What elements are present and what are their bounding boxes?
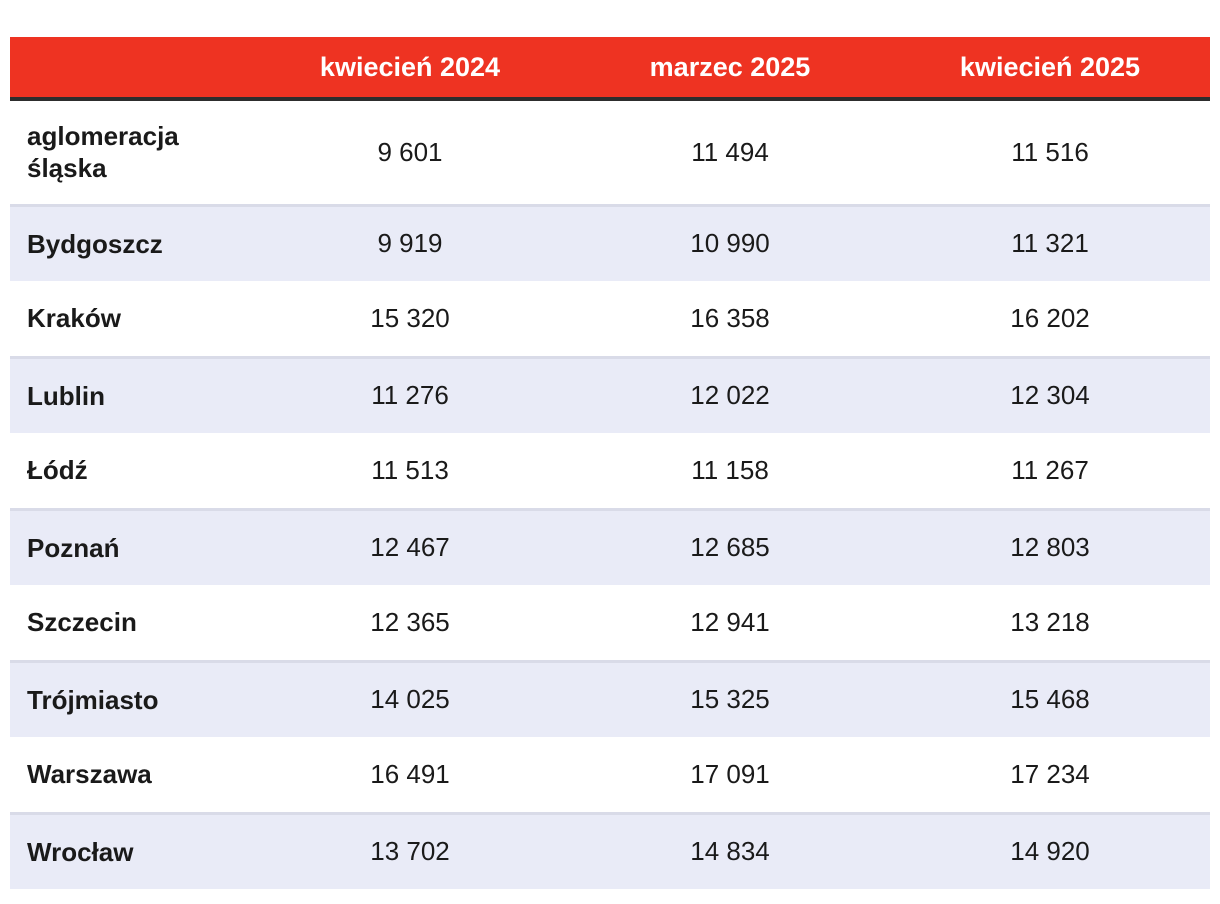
price-cell: 12 365	[370, 606, 450, 637]
table-row: aglomeracja śląska 9 601 11 494 11 516	[10, 99, 1210, 205]
price-cell: 16 202	[1010, 302, 1090, 333]
price-comparison-table: kwiecień 2024 marzec 2025 kwiecień 2025 …	[10, 37, 1210, 889]
price-cell: 12 304	[1010, 380, 1090, 411]
price-cell: 12 467	[370, 532, 450, 563]
table-row: Wrocław 13 702 14 834 14 920	[10, 813, 1210, 889]
price-cell: 13 702	[370, 836, 450, 867]
price-cell: 13 218	[1010, 606, 1090, 637]
price-cell: 14 834	[690, 836, 770, 867]
price-cell: 12 803	[1010, 532, 1090, 563]
price-cell: 9 919	[377, 228, 443, 259]
price-cell: 11 276	[371, 380, 449, 411]
table-row: Poznań 12 467 12 685 12 803	[10, 509, 1210, 585]
row-label: Poznań	[27, 532, 120, 563]
price-cell: 12 941	[690, 606, 770, 637]
table-row: Trójmiasto 14 025 15 325 15 468	[10, 661, 1210, 737]
table-row: Kraków 15 320 16 358 16 202	[10, 281, 1210, 357]
price-cell: 17 091	[690, 758, 770, 789]
price-cell: 16 358	[690, 302, 770, 333]
price-cell: 12 685	[690, 532, 770, 563]
column-header-marzec-2025: marzec 2025	[570, 37, 890, 101]
price-cell: 11 267	[1011, 454, 1089, 485]
price-cell: 11 516	[1011, 136, 1089, 167]
price-cell: 11 158	[691, 454, 769, 485]
price-cell: 16 491	[370, 758, 450, 789]
row-label: Kraków	[27, 303, 121, 333]
row-label: Trójmiasto	[27, 684, 159, 715]
price-cell: 11 494	[691, 136, 769, 167]
table-row: Łódź 11 513 11 158 11 267	[10, 433, 1210, 509]
price-cell: 14 920	[1010, 836, 1090, 867]
price-cell: 12 022	[690, 380, 770, 411]
row-label: Warszawa	[27, 759, 152, 789]
table-row: Bydgoszcz 9 919 10 990 11 321	[10, 205, 1210, 281]
header-row: kwiecień 2024 marzec 2025 kwiecień 2025	[10, 37, 1210, 101]
price-cell: 11 321	[1011, 228, 1089, 259]
header-city-column	[10, 37, 250, 101]
table-row: Szczecin 12 365 12 941 13 218	[10, 585, 1210, 661]
column-header-kwiecien-2024: kwiecień 2024	[250, 37, 570, 101]
row-label: Szczecin	[27, 607, 137, 637]
price-cell: 14 025	[370, 684, 450, 715]
price-cell: 15 468	[1010, 684, 1090, 715]
price-cell: 10 990	[690, 228, 770, 259]
price-cell: 11 513	[371, 454, 449, 485]
row-label: Wrocław	[27, 836, 134, 867]
row-label: aglomeracja śląska	[27, 120, 179, 184]
price-cell: 9 601	[377, 136, 443, 167]
price-cell: 17 234	[1010, 758, 1090, 789]
row-label: Lublin	[27, 380, 105, 411]
price-cell: 15 320	[370, 302, 450, 333]
column-header-kwiecien-2025: kwiecień 2025	[890, 37, 1210, 101]
row-label: Bydgoszcz	[27, 228, 163, 259]
table-row: Lublin 11 276 12 022 12 304	[10, 357, 1210, 433]
price-cell: 15 325	[690, 684, 770, 715]
row-label: Łódź	[27, 455, 88, 485]
table-row: Warszawa 16 491 17 091 17 234	[10, 737, 1210, 813]
